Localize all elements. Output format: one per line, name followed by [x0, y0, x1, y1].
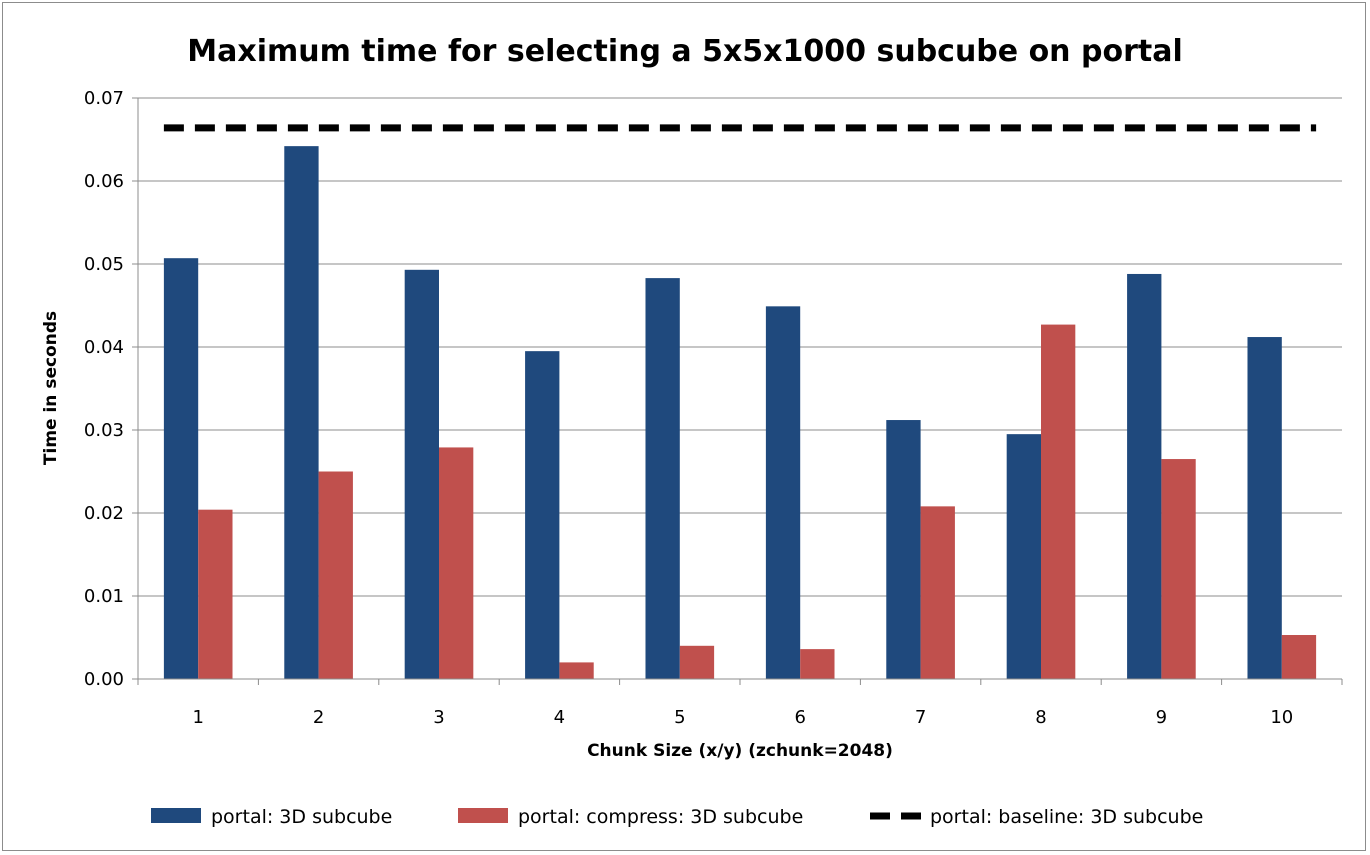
bar-compress-10	[1281, 635, 1317, 679]
x-tick-label: 9	[1156, 707, 1167, 728]
y-tick-label: 0.07	[84, 88, 124, 109]
y-tick-label: 0.06	[84, 171, 124, 192]
y-tick-label: 0.03	[84, 420, 124, 441]
bar-compress-1	[198, 509, 233, 679]
x-axis-label: Chunk Size (x/y) (zchunk=2048)	[587, 741, 893, 761]
bar-compress-6	[800, 649, 835, 679]
bar-compress-8	[1041, 324, 1076, 679]
bar-compress-2	[318, 471, 353, 679]
bar-portal-10	[1247, 337, 1282, 679]
x-tick-labels: 1 2 3 4 5 6 7 8 9 10	[192, 707, 1293, 728]
bar-portal-9	[1127, 273, 1162, 679]
y-tick-label: 0.05	[84, 254, 124, 275]
y-tick-label: 0.00	[84, 669, 124, 690]
x-tick-label: 5	[674, 707, 685, 728]
x-tick-label: 8	[1035, 707, 1046, 728]
bar-portal-7	[886, 420, 921, 679]
legend: portal: 3D subcube portal: compress: 3D s…	[151, 806, 1203, 828]
x-tick-label: 6	[794, 707, 805, 728]
y-tick-label: 0.02	[84, 503, 124, 524]
bars	[163, 146, 1317, 679]
chart-title: Maximum time for selecting a 5x5x1000 su…	[187, 34, 1182, 69]
x-tick-label: 2	[313, 707, 324, 728]
bar-portal-4	[525, 351, 560, 679]
x-tick-label: 1	[192, 707, 203, 728]
bar-portal-1	[163, 258, 199, 679]
bar-portal-2	[284, 146, 319, 679]
legend-label: portal: 3D subcube	[211, 806, 392, 828]
legend-swatch	[151, 808, 201, 823]
bar-portal-6	[765, 306, 801, 679]
bar-compress-5	[679, 645, 715, 679]
y-tick-label: 0.01	[84, 586, 124, 607]
y-axis-label: Time in seconds	[41, 311, 61, 465]
x-tick-label: 3	[433, 707, 444, 728]
bar-portal-5	[645, 278, 680, 679]
legend-label: portal: baseline: 3D subcube	[930, 806, 1203, 828]
axes	[137, 98, 1342, 680]
legend-swatch	[458, 808, 508, 823]
legend-label: portal: compress: 3D subcube	[518, 806, 803, 828]
x-tick-label: 7	[915, 707, 926, 728]
bar-portal-3	[404, 269, 439, 679]
chart: Maximum time for selecting a 5x5x1000 su…	[41, 34, 1343, 828]
x-tick-label: 10	[1270, 707, 1293, 728]
bar-compress-9	[1161, 459, 1196, 679]
bar-compress-4	[559, 662, 594, 679]
bar-compress-3	[439, 447, 474, 679]
y-tick-labels: 0.00 0.01 0.02 0.03 0.04 0.05 0.06 0.07	[84, 88, 124, 690]
bar-portal-8	[1006, 434, 1041, 679]
x-tick-label: 4	[554, 707, 565, 728]
bar-compress-7	[920, 506, 955, 679]
y-tick-label: 0.04	[84, 337, 124, 358]
